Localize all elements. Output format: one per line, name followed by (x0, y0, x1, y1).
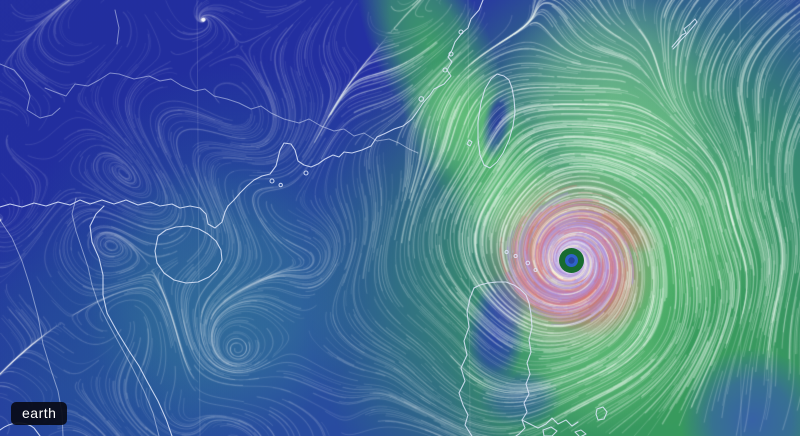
earth-menu-button[interactable]: earth (11, 402, 68, 425)
